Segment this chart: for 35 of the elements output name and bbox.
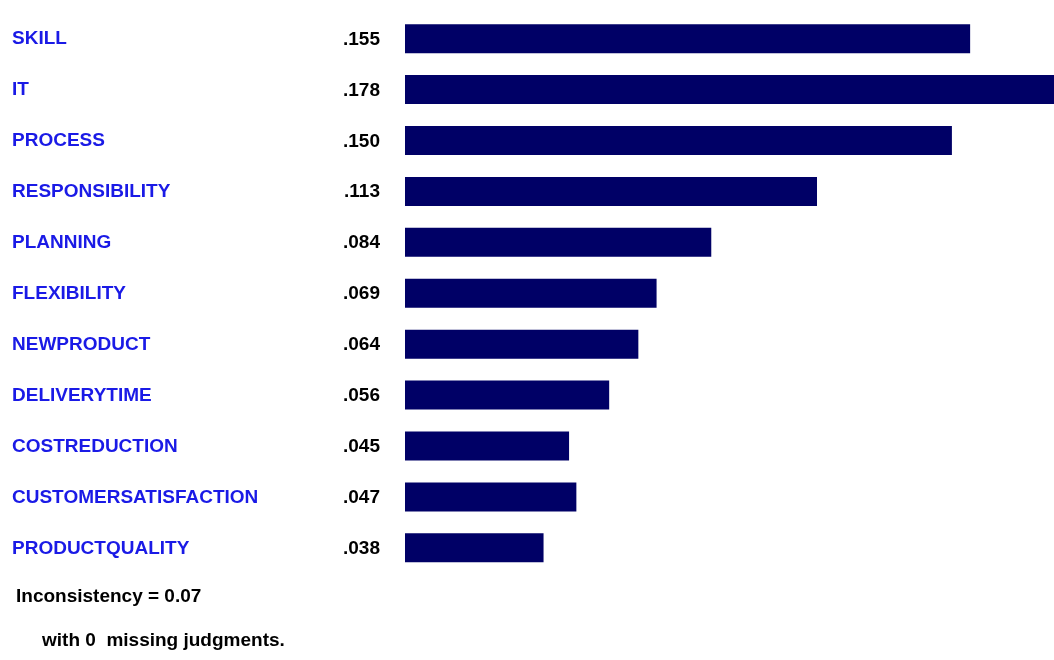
- y-tick-label: RESPONSIBILITY: [12, 180, 171, 202]
- y-tick-label: PLANNING: [12, 231, 112, 253]
- bar: [405, 533, 544, 563]
- bar: [405, 176, 818, 206]
- y-tick-label: IT: [12, 78, 30, 100]
- y-tick-label: PROCESS: [12, 129, 105, 151]
- y-tick-label: CUSTOMERSATISFACTION: [12, 485, 259, 507]
- data-label: .038: [343, 536, 380, 558]
- bar: [405, 24, 971, 54]
- y-tick-label: PRODUCTQUALITY: [12, 536, 190, 558]
- data-label: .155: [343, 27, 381, 49]
- bar: [405, 227, 712, 257]
- y-tick-label: SKILL: [12, 27, 68, 49]
- data-label: .047: [343, 485, 380, 507]
- y-tick-label: COSTREDUCTION: [12, 434, 178, 456]
- data-label: .113: [344, 180, 380, 202]
- data-label: .178: [343, 78, 380, 100]
- bar: [405, 431, 570, 461]
- data-label: .045: [343, 434, 381, 456]
- data-label: .056: [343, 384, 380, 406]
- bar: [405, 380, 610, 410]
- text: Inconsistency = 0.07: [16, 585, 203, 607]
- y-tick-label: NEWPRODUCT: [12, 332, 151, 354]
- bar: [405, 278, 657, 308]
- y-tick-label: DELIVERYTIME: [12, 383, 152, 405]
- text: with 0 missing judgments.: [42, 629, 286, 651]
- bar: [405, 75, 1054, 105]
- y-tick-label: FLEXIBILITY: [12, 282, 127, 303]
- bar: [405, 126, 952, 156]
- bar: [405, 482, 577, 512]
- bar: [405, 329, 639, 359]
- data-label: .069: [343, 282, 380, 304]
- data-label: .150: [343, 129, 380, 151]
- data-label: .064: [343, 333, 381, 355]
- data-label: .084: [343, 231, 381, 253]
